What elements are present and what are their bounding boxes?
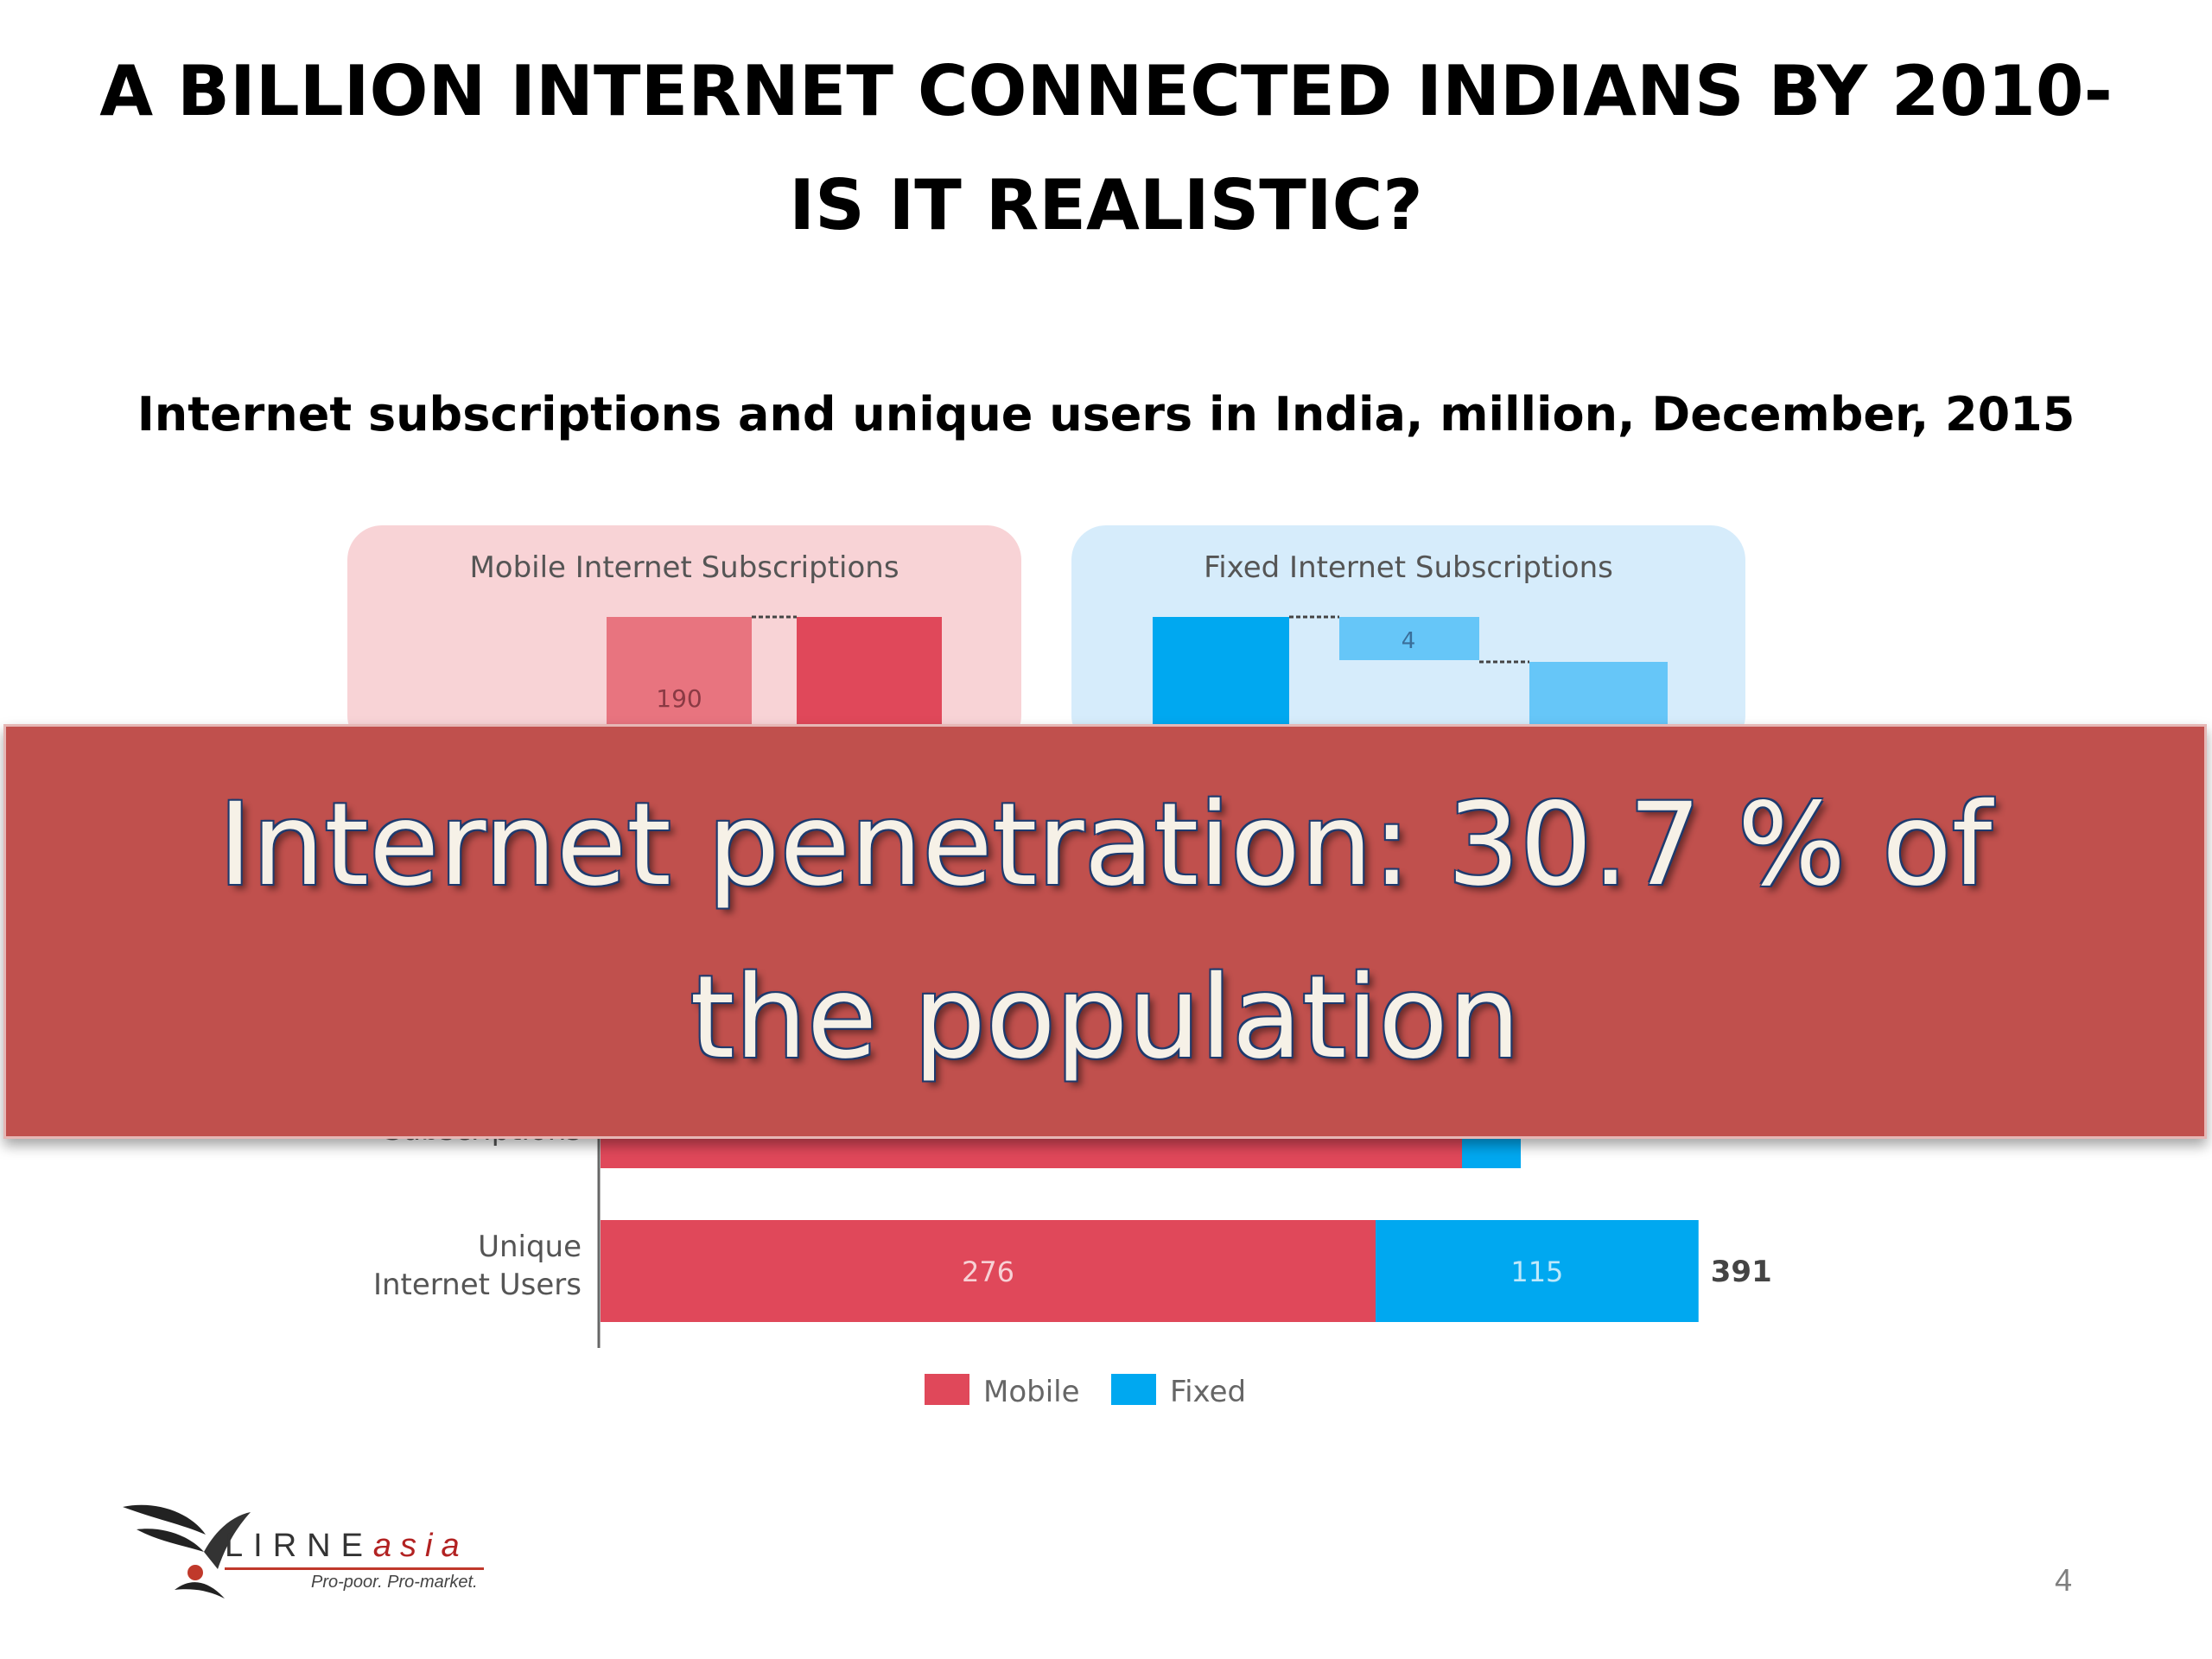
legend-swatch-fixed [1111, 1374, 1156, 1405]
banner-line-1: Internet penetration: 30.7 % of [218, 779, 1993, 912]
slide-title: A BILLION INTERNET CONNECTED INDIANS BY … [0, 35, 2212, 263]
legend-label-mobile: Mobile [983, 1375, 1080, 1409]
fixed-bar-step [1339, 617, 1479, 660]
mobile-bar-label: 190 [656, 684, 702, 713]
hidden-row-mobile-bar [601, 1137, 1462, 1168]
category-label: Internet Users [373, 1268, 582, 1302]
banner-line-2: the population [690, 951, 1521, 1084]
logo-underline [225, 1567, 484, 1570]
slide-title-line-1: A BILLION INTERNET CONNECTED INDIANS BY … [99, 51, 2113, 131]
bar-value-mobile: 276 [962, 1255, 1014, 1288]
bar-mobile [601, 1220, 1376, 1322]
legend: Mobile Fixed [925, 1374, 1246, 1409]
logo-tagline: Pro-poor. Pro-market. [311, 1573, 478, 1592]
bar-total-label: 391 [1711, 1255, 1772, 1289]
penetration-banner: Internet penetration: 30.7 % of the popu… [3, 724, 2207, 1139]
logo-wordmark: LIRNEasia [225, 1528, 468, 1565]
bar-value-fixed: 115 [1510, 1255, 1563, 1288]
stacked-bars-group: 276 115 391 Unique Internet Users [373, 1220, 1772, 1322]
category-label: Unique [478, 1230, 582, 1264]
fixed-step-label: 4 [1402, 628, 1416, 654]
slide-title-line-2: IS IT REALISTIC? [789, 165, 1423, 245]
page-number: 4 [2055, 1562, 2073, 1598]
legend-swatch-mobile [925, 1374, 969, 1405]
fixed-panel-title: Fixed Internet Subscriptions [1204, 550, 1613, 585]
hidden-row-fixed-bar [1462, 1137, 1521, 1168]
bar-fixed [1376, 1220, 1699, 1322]
chart-subtitle: Internet subscriptions and unique users … [137, 387, 2075, 442]
lirneasia-logo-icon [123, 1504, 251, 1599]
legend-label-fixed: Fixed [1170, 1375, 1246, 1409]
logo-wordmark-suffix: asia [372, 1528, 468, 1564]
logo-wordmark-main: LIRNE [225, 1528, 373, 1564]
mobile-panel-title: Mobile Internet Subscriptions [469, 550, 899, 585]
